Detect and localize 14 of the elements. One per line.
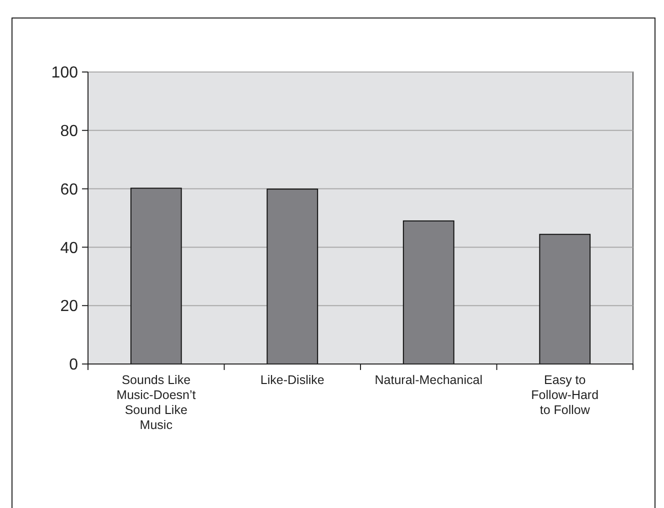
bar	[539, 234, 591, 364]
bar	[130, 188, 182, 364]
y-tick-label: 40	[60, 240, 78, 257]
y-tick-label: 80	[60, 123, 78, 140]
y-tick-label: 100	[51, 64, 78, 82]
x-tick-label: Easy to Follow-Hard to Follow	[531, 373, 599, 417]
bar	[402, 220, 454, 364]
x-tick-label: Like-Dislike	[260, 373, 324, 387]
x-tick-label: Natural-Mechanical	[374, 373, 482, 387]
bar	[266, 188, 318, 364]
y-tick-label: 60	[60, 181, 78, 198]
y-tick-label: 20	[60, 298, 78, 316]
x-tick-label: Sounds Like Music-Doesn’t Sound Like Music	[116, 373, 196, 432]
y-tick-label: 0	[69, 356, 78, 374]
